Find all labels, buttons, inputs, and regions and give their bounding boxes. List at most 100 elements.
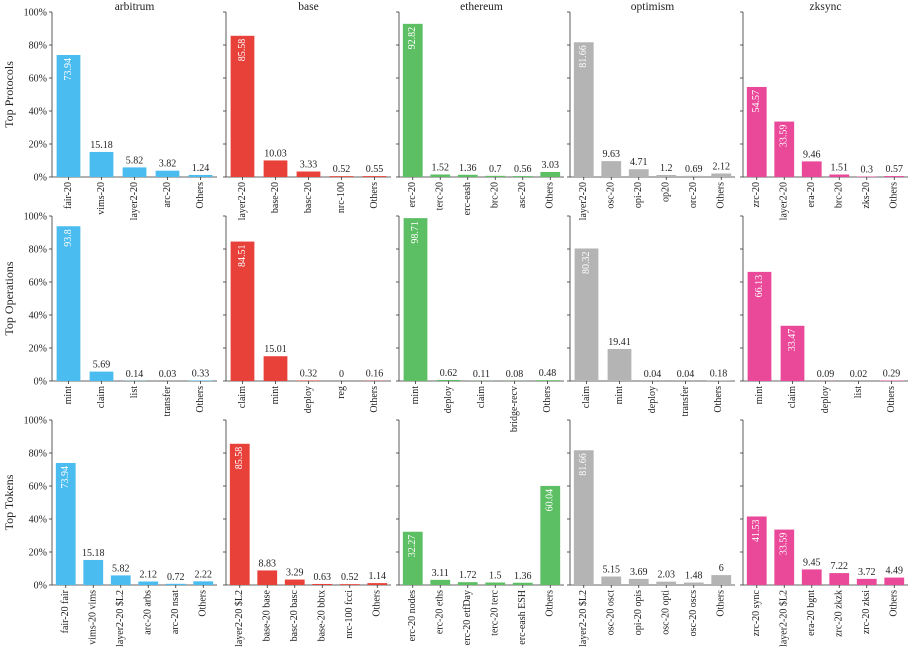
- category-label-optimism-top-protocols-0: layer2-20: [578, 182, 589, 220]
- bar-zksync-top-operations-1: [780, 325, 805, 381]
- value-label-arbitrum-top-operations-0: 93.8: [63, 229, 74, 247]
- value-label-zksync-top-tokens-4: 3.72: [858, 567, 876, 578]
- category-label-base-top-tokens-0: layer2-20 $L2: [234, 590, 245, 647]
- value-label-zksync-top-protocols-4: 0.3: [861, 165, 874, 176]
- value-label-ethereum-top-protocols-4: 0.56: [514, 164, 532, 175]
- bar-arbitrum-top-operations-1: [89, 371, 114, 381]
- y-tick-label-arbitrum-top-protocols: 80%: [29, 41, 47, 52]
- value-label-zksync-top-tokens-2: 9.45: [803, 557, 821, 568]
- category-label-zksync-top-operations-1: claim: [787, 386, 798, 408]
- category-label-ethereum-top-protocols-2: erc-eash: [462, 182, 473, 215]
- bar-arbitrum-top-tokens-4: [165, 583, 186, 585]
- bar-base-top-tokens-3: [312, 583, 333, 585]
- category-label-base-top-operations-3: reg: [336, 386, 347, 399]
- bar-base-top-operations-2: [296, 380, 321, 381]
- value-label-zksync-top-protocols-0: 54.57: [751, 90, 762, 113]
- value-label-base-top-operations-3: 0: [339, 369, 344, 380]
- category-label-base-top-operations-4: Others: [369, 386, 380, 413]
- category-label-ethereum-top-tokens-2: erc-20 etfDay: [462, 590, 473, 645]
- value-label-optimism-top-operations-1: 19.41: [608, 337, 631, 348]
- column-title-ethereum: ethereum: [460, 1, 503, 13]
- value-label-ethereum-top-operations-3: 0.08: [506, 369, 524, 380]
- category-label-arbitrum-top-tokens-2: layer2-20 $L2: [115, 590, 126, 647]
- y-tick-label-arbitrum-top-operations: 100%: [24, 212, 47, 223]
- category-label-arbitrum-top-protocols-1: vims-20: [96, 182, 107, 215]
- value-label-ethereum-top-protocols-1: 1.52: [432, 162, 450, 173]
- category-label-optimism-top-protocols-4: orc-20: [688, 182, 699, 208]
- bar-ethereum-top-tokens-3: [485, 582, 506, 585]
- category-label-base-top-protocols-3: nrc-100: [336, 182, 347, 213]
- bar-arbitrum-top-protocols-4: [188, 174, 213, 177]
- value-label-ethereum-top-tokens-5: 60.04: [545, 489, 556, 512]
- bar-base-top-protocols-3: [329, 176, 354, 177]
- bar-zksync-top-protocols-0: [746, 86, 767, 177]
- category-label-ethereum-top-tokens-5: Others: [545, 590, 556, 617]
- category-label-optimism-top-protocols-3: op20: [661, 182, 672, 202]
- category-label-ethereum-top-tokens-0: erc-20 nodes: [407, 590, 418, 641]
- column-title-base: base: [298, 1, 318, 13]
- bar-base-top-tokens-2: [284, 579, 305, 585]
- value-label-ethereum-top-protocols-5: 3.03: [542, 160, 560, 171]
- y-tick-label-arbitrum-top-protocols: 100%: [24, 8, 47, 19]
- value-label-optimism-top-operations-0: 80.32: [581, 251, 592, 273]
- category-label-zksync-top-operations-3: list: [853, 386, 864, 398]
- category-label-ethereum-top-operations-0: mint: [410, 386, 421, 405]
- bar-arbitrum-top-tokens-0: [55, 462, 76, 585]
- value-label-zksync-top-operations-4: 0.29: [883, 369, 901, 380]
- y-tick-label-arbitrum-top-operations: 80%: [29, 245, 47, 256]
- bar-arbitrum-top-protocols-0: [56, 54, 81, 177]
- category-label-base-top-operations-0: claim: [237, 386, 248, 408]
- bar-optimism-top-tokens-2: [628, 578, 649, 585]
- category-label-base-top-operations-2: deploy: [303, 386, 314, 413]
- value-label-ethereum-top-operations-2: 0.11: [473, 369, 490, 380]
- category-label-optimism-top-tokens-4: osc-20 oscs: [688, 590, 699, 636]
- value-label-arbitrum-top-tokens-5: 2.22: [195, 569, 213, 580]
- value-label-base-top-protocols-1: 10.03: [264, 148, 287, 159]
- value-label-ethereum-top-tokens-1: 3.11: [432, 568, 449, 579]
- category-label-ethereum-top-protocols-4: asc-20: [517, 182, 528, 208]
- value-label-ethereum-top-tokens-4: 1.36: [514, 571, 532, 582]
- bar-ethereum-top-protocols-4: [512, 176, 533, 177]
- value-label-ethereum-top-tokens-0: 32.27: [407, 535, 418, 558]
- value-label-base-top-protocols-0: 85.58: [237, 39, 248, 62]
- category-label-zksync-top-tokens-2: era-20 bgnt: [806, 590, 817, 636]
- category-label-optimism-top-operations-4: Others: [713, 386, 724, 413]
- category-label-zksync-top-protocols-3: brc-20: [834, 182, 845, 208]
- category-label-zksync-top-protocols-4: zks-20: [861, 182, 872, 209]
- value-label-zksync-top-tokens-3: 7.22: [831, 561, 849, 572]
- bar-optimism-top-tokens-5: [711, 575, 732, 585]
- value-label-optimism-top-tokens-1: 5.15: [603, 565, 621, 576]
- bar-arbitrum-top-protocols-1: [89, 151, 114, 177]
- value-label-optimism-top-protocols-3: 1.2: [660, 163, 673, 174]
- value-label-optimism-top-protocols-2: 4.71: [630, 157, 648, 168]
- category-label-arbitrum-top-tokens-0: fair-20 fair: [60, 589, 71, 633]
- bar-optimism-top-protocols-2: [628, 169, 649, 177]
- bar-zksync-top-protocols-1: [774, 121, 795, 177]
- category-label-ethereum-top-protocols-3: brc-20: [490, 182, 501, 208]
- category-label-ethereum-top-operations-1: deploy: [443, 386, 454, 413]
- value-label-base-top-tokens-1: 8.83: [259, 558, 277, 569]
- value-label-base-top-tokens-5: 1.14: [369, 571, 387, 582]
- column-title-optimism: optimism: [631, 1, 675, 13]
- bar-zksync-top-tokens-1: [774, 529, 795, 585]
- y-tick-label-arbitrum-top-tokens: 20%: [29, 548, 47, 559]
- value-label-ethereum-top-tokens-2: 1.72: [459, 570, 477, 581]
- value-label-arbitrum-top-tokens-2: 5.82: [112, 563, 130, 574]
- bar-base-top-tokens-1: [257, 570, 278, 585]
- value-label-optimism-top-tokens-5: 6: [719, 563, 724, 574]
- bar-zksync-top-operations-0: [747, 271, 772, 381]
- category-label-base-top-protocols-0: layer2-20: [237, 182, 248, 220]
- bar-base-top-protocols-0: [230, 35, 255, 177]
- value-label-base-top-operations-0: 84.51: [237, 245, 248, 268]
- value-label-optimism-top-protocols-5: 2.12: [713, 162, 731, 173]
- bar-optimism-top-protocols-0: [573, 42, 594, 177]
- bar-ethereum-top-tokens-2: [457, 582, 478, 585]
- category-label-arbitrum-top-operations-4: Others: [195, 386, 206, 413]
- value-label-ethereum-top-protocols-3: 0.7: [489, 164, 502, 175]
- category-label-arbitrum-top-tokens-4: arc-20 nsat: [170, 590, 181, 634]
- value-label-zksync-top-protocols-1: 33.59: [779, 125, 790, 148]
- y-tick-label-arbitrum-top-operations: 40%: [29, 311, 47, 322]
- value-label-arbitrum-top-protocols-4: 1.24: [192, 163, 210, 174]
- category-label-optimism-top-tokens-3: osc-20 opti: [661, 590, 672, 635]
- value-label-arbitrum-top-operations-2: 0.14: [126, 369, 144, 380]
